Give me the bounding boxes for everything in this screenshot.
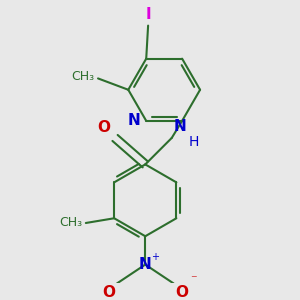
Text: N: N [128,113,141,128]
Text: O: O [176,285,188,300]
Text: H: H [189,135,199,149]
Text: CH₃: CH₃ [71,70,94,83]
Text: I: I [145,7,151,22]
Text: N: N [139,257,152,272]
Text: +: + [151,252,159,262]
Text: ⁻: ⁻ [190,273,197,286]
Text: O: O [102,285,115,300]
Text: O: O [97,120,110,135]
Text: CH₃: CH₃ [59,217,82,230]
Text: N: N [174,119,186,134]
